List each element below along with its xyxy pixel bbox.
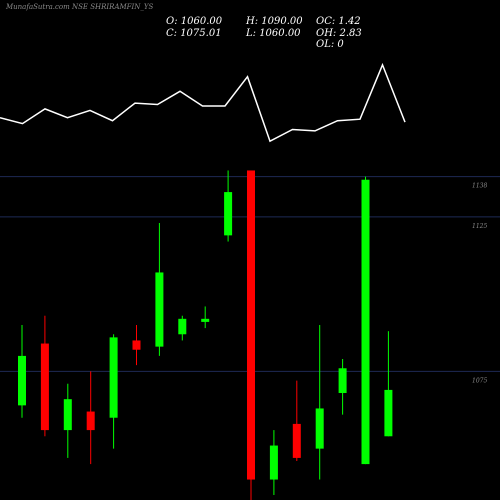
candle-body-3 (86, 411, 95, 431)
candle-body-7 (178, 318, 187, 335)
candle-body-6 (155, 272, 164, 347)
candle-body-13 (315, 408, 324, 449)
candle-12 (292, 380, 301, 461)
candle-body-0 (18, 355, 26, 406)
candle-0 (18, 325, 26, 418)
source-label: MunafaSutra.com NSE SHRIRAMFIN_YS (6, 3, 154, 11)
candle-3 (86, 371, 95, 465)
candle-layer (18, 170, 393, 500)
high-readout: H: 1090.00 (246, 16, 303, 27)
candle-body-2 (63, 399, 72, 431)
candle-10 (247, 170, 255, 500)
candle-13 (315, 325, 324, 480)
y-tick-label-1: 1125 (472, 223, 487, 230)
candle-body-5 (132, 340, 141, 350)
candle-6 (155, 223, 164, 356)
candle-1 (40, 315, 49, 437)
open-readout: O: 1060.00 (166, 16, 223, 27)
ol-readout: OL: 0 (316, 39, 344, 50)
candle-5 (132, 325, 141, 366)
candle-14 (338, 359, 347, 415)
y-tick-label-2: 1075 (472, 377, 487, 384)
candle-16 (384, 331, 393, 437)
candle-4 (109, 334, 118, 449)
candle-body-10 (247, 170, 255, 480)
close-readout: C: 1075.01 (166, 28, 222, 39)
candle-body-9 (224, 192, 233, 236)
candle-body-8 (201, 318, 210, 322)
candle-11 (269, 430, 278, 495)
candle-15 (361, 176, 370, 465)
low-readout: L: 1060.00 (246, 28, 301, 39)
candle-body-15 (361, 179, 370, 465)
oc-readout: OC: 1.42 (316, 16, 361, 27)
line-layer (0, 62, 406, 143)
candle-2 (63, 383, 72, 458)
y-tick-label-0: 1138 (472, 183, 487, 190)
candle-9 (224, 170, 233, 242)
candle-body-1 (40, 343, 49, 431)
oh-readout: OH: 2.83 (316, 28, 362, 39)
candle-body-14 (338, 368, 347, 393)
candle-body-16 (384, 389, 393, 437)
candle-body-4 (109, 337, 118, 418)
candle-body-11 (269, 445, 278, 480)
candle-7 (178, 315, 187, 341)
candle-8 (201, 306, 210, 329)
indicator-line (0, 62, 406, 143)
candle-body-12 (292, 423, 301, 458)
